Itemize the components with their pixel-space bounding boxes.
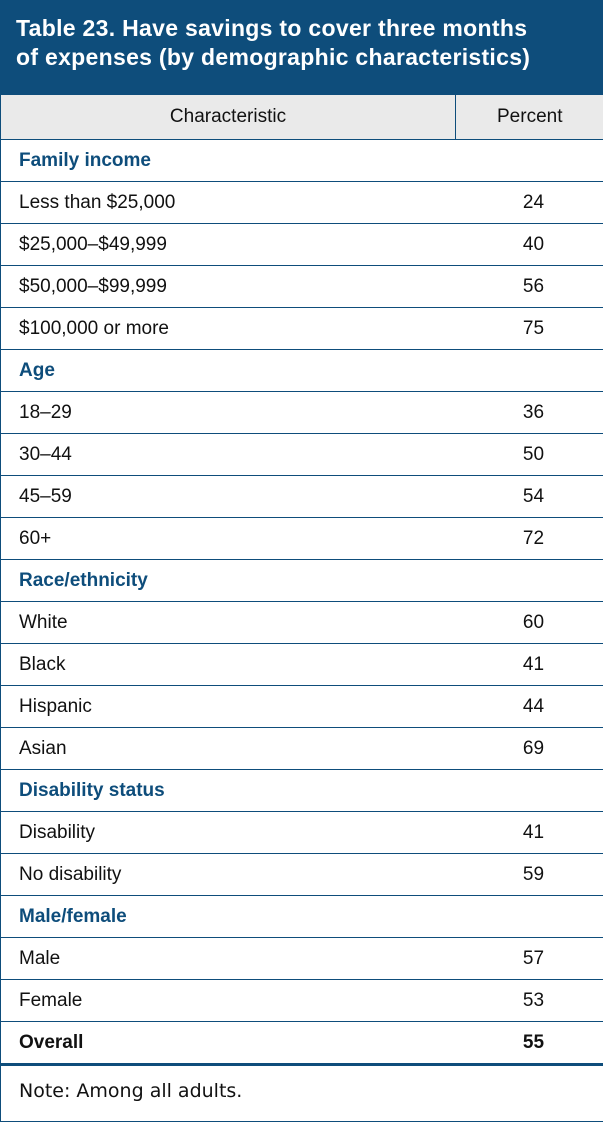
section-label: Male/female [1,896,603,938]
table-row: Hispanic 44 [1,686,603,728]
row-label: Disability [1,812,456,854]
section-header-male-female: Male/female [1,896,603,938]
table-row: Black 41 [1,644,603,686]
row-value: 60 [456,602,603,644]
overall-value: 55 [456,1022,603,1065]
percent-column-header: Percent [456,95,603,140]
table-row: 45–59 54 [1,476,603,518]
row-value: 44 [456,686,603,728]
row-label: Male [1,938,456,980]
section-header-disability-status: Disability status [1,770,603,812]
row-value: 59 [456,854,603,896]
table-row: 18–29 36 [1,392,603,434]
table-title: Table 23. Have savings to cover three mo… [0,0,603,94]
table-title-line-1: Table 23. Have savings to cover three mo… [16,14,585,43]
section-header-age: Age [1,350,603,392]
table-row: $25,000–$49,999 40 [1,224,603,266]
row-value: 57 [456,938,603,980]
table-title-line-2: of expenses (by demographic characterist… [16,43,585,72]
section-label: Age [1,350,603,392]
overall-label: Overall [1,1022,456,1065]
section-label: Disability status [1,770,603,812]
overall-row: Overall 55 [1,1022,603,1065]
table-row: $100,000 or more 75 [1,308,603,350]
row-value: 53 [456,980,603,1022]
row-value: 41 [456,644,603,686]
table-note: Note: Among all adults. [0,1066,603,1122]
table-row: $50,000–$99,999 56 [1,266,603,308]
row-value: 56 [456,266,603,308]
table-row: Male 57 [1,938,603,980]
table-row: Less than $25,000 24 [1,182,603,224]
row-label: 60+ [1,518,456,560]
row-value: 50 [456,434,603,476]
row-value: 69 [456,728,603,770]
row-label: Female [1,980,456,1022]
table-row: Disability 41 [1,812,603,854]
row-label: Asian [1,728,456,770]
header-row: Characteristic Percent [1,95,603,140]
row-value: 40 [456,224,603,266]
table-row: 60+ 72 [1,518,603,560]
row-label: Less than $25,000 [1,182,456,224]
row-value: 24 [456,182,603,224]
row-label: No disability [1,854,456,896]
table-row: No disability 59 [1,854,603,896]
section-header-race-ethnicity: Race/ethnicity [1,560,603,602]
row-label: Hispanic [1,686,456,728]
row-label: White [1,602,456,644]
row-label: $25,000–$49,999 [1,224,456,266]
section-label: Race/ethnicity [1,560,603,602]
characteristic-column-header: Characteristic [1,95,456,140]
section-label: Family income [1,140,603,182]
row-label: 45–59 [1,476,456,518]
table-row: Female 53 [1,980,603,1022]
data-table: Characteristic Percent Family income Les… [0,94,603,1066]
row-label: $50,000–$99,999 [1,266,456,308]
row-label: $100,000 or more [1,308,456,350]
row-label: 18–29 [1,392,456,434]
row-value: 75 [456,308,603,350]
row-value: 72 [456,518,603,560]
table-row: 30–44 50 [1,434,603,476]
section-header-family-income: Family income [1,140,603,182]
row-label: 30–44 [1,434,456,476]
row-value: 54 [456,476,603,518]
table-row: Asian 69 [1,728,603,770]
row-label: Black [1,644,456,686]
row-value: 36 [456,392,603,434]
table-row: White 60 [1,602,603,644]
row-value: 41 [456,812,603,854]
